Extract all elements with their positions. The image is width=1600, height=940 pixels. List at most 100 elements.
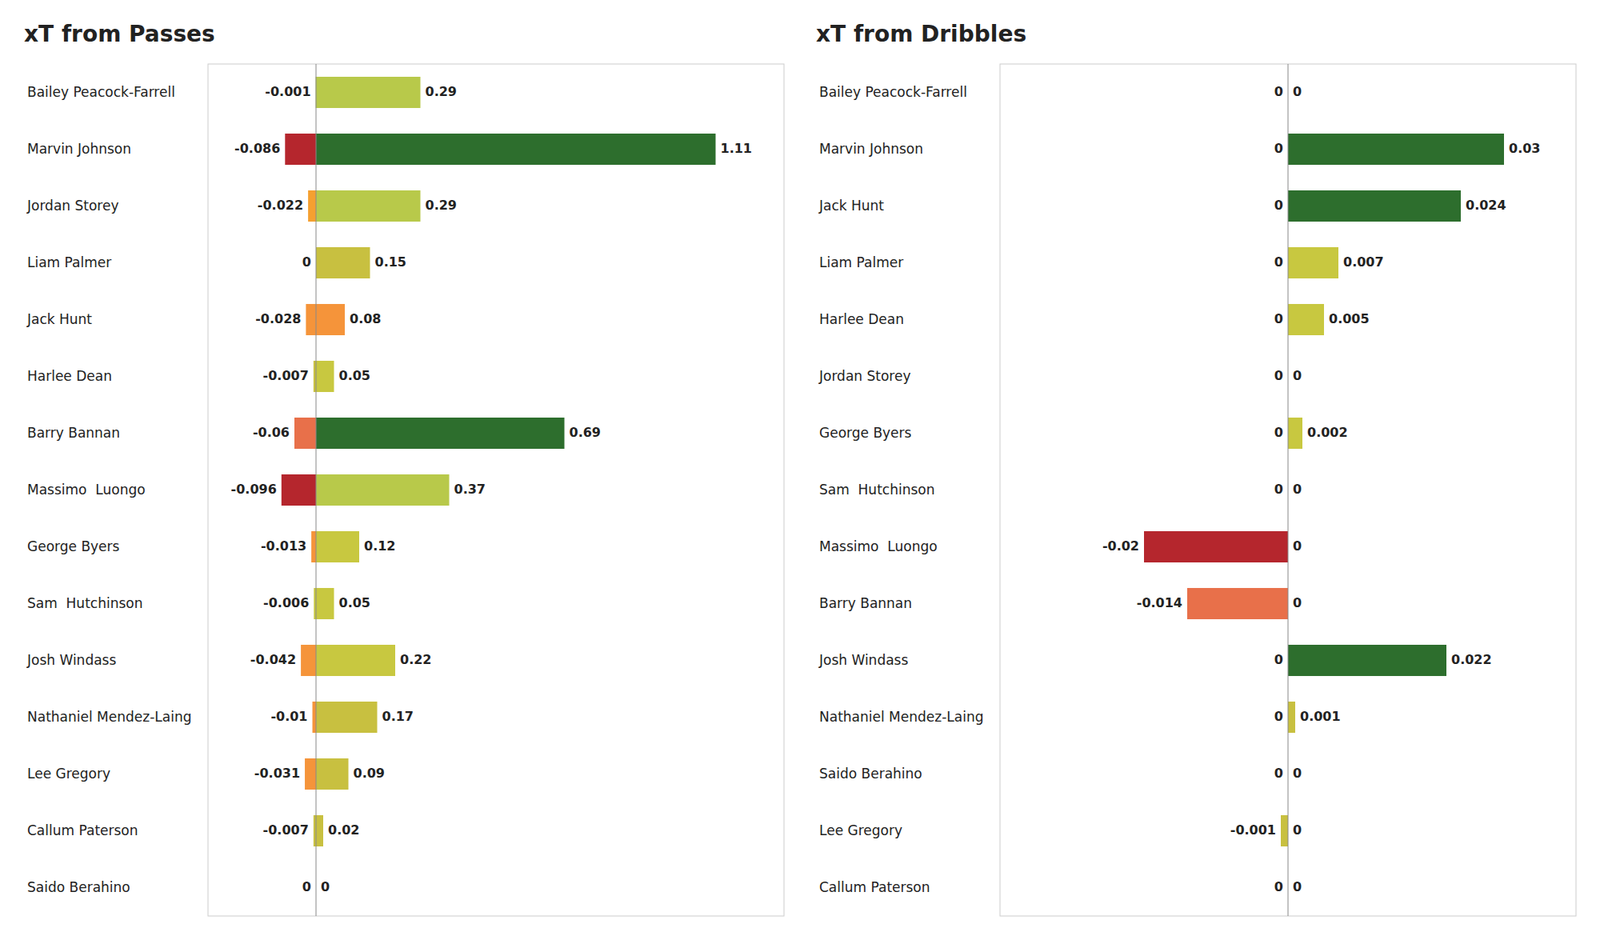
data-label: 0 [1274, 311, 1284, 327]
bars [281, 76, 716, 847]
category-label: Jordan Storey [26, 197, 119, 214]
bar [316, 360, 335, 392]
data-label: 0.002 [1307, 424, 1348, 440]
bar [1187, 588, 1288, 620]
data-label: -0.014 [1136, 595, 1183, 611]
bar [1288, 304, 1324, 336]
data-label: 0 [1274, 652, 1284, 668]
category-label: Nathaniel Mendez-Laing [27, 708, 192, 725]
data-label: 0.022 [1451, 652, 1492, 668]
data-labels: 00000000-0.02-0.014000-0.001000.030.0240… [1102, 84, 1541, 895]
bar [300, 644, 316, 676]
bar [312, 701, 317, 733]
data-label: 0 [1274, 765, 1284, 781]
category-label: Massimo Luongo [819, 538, 938, 555]
bar [316, 474, 450, 506]
data-label: 0 [1274, 140, 1284, 156]
category-label: George Byers [819, 424, 912, 441]
category-label: Bailey Peacock-Farrell [819, 84, 968, 100]
data-label: -0.086 [234, 140, 280, 156]
chart-title: xT from Passes [24, 20, 216, 48]
data-label: 0.03 [1508, 140, 1540, 156]
bar [1288, 133, 1504, 165]
data-label: -0.007 [263, 368, 309, 384]
bar [316, 133, 716, 165]
data-label: 0.12 [364, 538, 396, 554]
data-label: 0.05 [339, 595, 371, 611]
bar [1288, 701, 1296, 733]
data-label: 1.11 [720, 140, 752, 156]
data-label: -0.006 [263, 595, 309, 611]
data-label: -0.007 [263, 822, 309, 838]
category-label: Barry Bannan [27, 424, 120, 441]
data-label: 0 [1274, 368, 1284, 384]
data-label: 0 [320, 879, 330, 895]
bar [316, 304, 345, 336]
data-label: -0.001 [264, 84, 311, 100]
data-label: -0.031 [254, 765, 300, 781]
category-label: Bailey Peacock-Farrell [27, 84, 176, 100]
data-label: 0 [1292, 595, 1302, 611]
bar [294, 417, 316, 449]
category-label: Nathaniel Mendez-Laing [819, 708, 984, 725]
bar [1288, 247, 1339, 279]
data-label: 0.001 [1300, 708, 1341, 724]
zero-line [316, 64, 317, 916]
data-label: -0.042 [250, 652, 296, 668]
plot-frame [208, 64, 784, 916]
category-label: Josh Windass [818, 652, 908, 668]
data-label: 0 [302, 254, 312, 270]
data-label: 0 [1292, 765, 1302, 781]
data-label: 0.09 [353, 765, 385, 781]
bar [316, 644, 396, 676]
data-label: -0.028 [255, 311, 301, 327]
category-label: Lee Gregory [27, 765, 111, 782]
data-label: 0.29 [425, 197, 457, 213]
data-label: 0 [1292, 481, 1302, 497]
category-label: Barry Bannan [819, 595, 912, 612]
category-label: Josh Windass [26, 652, 116, 668]
bar [316, 76, 421, 108]
data-label: 0.17 [382, 708, 414, 724]
bar [1288, 644, 1447, 676]
category-label: Saido Berahino [27, 879, 131, 896]
bar [308, 190, 316, 222]
data-label: 0.15 [375, 254, 407, 270]
bar [316, 247, 371, 279]
data-label: 0.05 [339, 368, 371, 384]
category-label: Lee Gregory [819, 822, 903, 839]
data-label: 0 [1274, 424, 1284, 440]
data-label: 0.007 [1343, 254, 1384, 270]
bar [316, 190, 421, 222]
category-label: Liam Palmer [27, 254, 112, 271]
bar [316, 758, 349, 790]
category-label: Massimo Luongo [27, 481, 146, 498]
data-label: 0.02 [328, 822, 360, 838]
bar [311, 531, 316, 563]
category-label: Callum Paterson [819, 879, 931, 896]
category-label: Liam Palmer [819, 254, 904, 271]
data-label: -0.001 [1230, 822, 1276, 838]
data-label: 0 [1292, 84, 1302, 100]
data-label: 0.37 [454, 481, 486, 497]
bar [316, 588, 335, 620]
bar [1288, 417, 1303, 449]
bar [316, 417, 565, 449]
data-label: -0.02 [1102, 538, 1140, 554]
data-label: 0.005 [1328, 311, 1370, 327]
bar [316, 701, 378, 733]
chart-title: xT from Dribbles [816, 20, 1027, 48]
data-label: -0.096 [231, 481, 277, 497]
data-label: -0.022 [257, 197, 304, 213]
category-label: Jack Hunt [26, 311, 92, 328]
data-label: 0 [1292, 368, 1302, 384]
category-label: Jordan Storey [818, 368, 911, 384]
data-label: 0.024 [1465, 197, 1507, 213]
category-label: George Byers [27, 538, 120, 555]
data-label: 0 [1274, 254, 1284, 270]
bar [284, 133, 316, 165]
data-label: 0.69 [569, 424, 601, 440]
bar [316, 531, 360, 563]
category-label: Marvin Johnson [27, 140, 132, 157]
data-label: 0 [1274, 879, 1284, 895]
